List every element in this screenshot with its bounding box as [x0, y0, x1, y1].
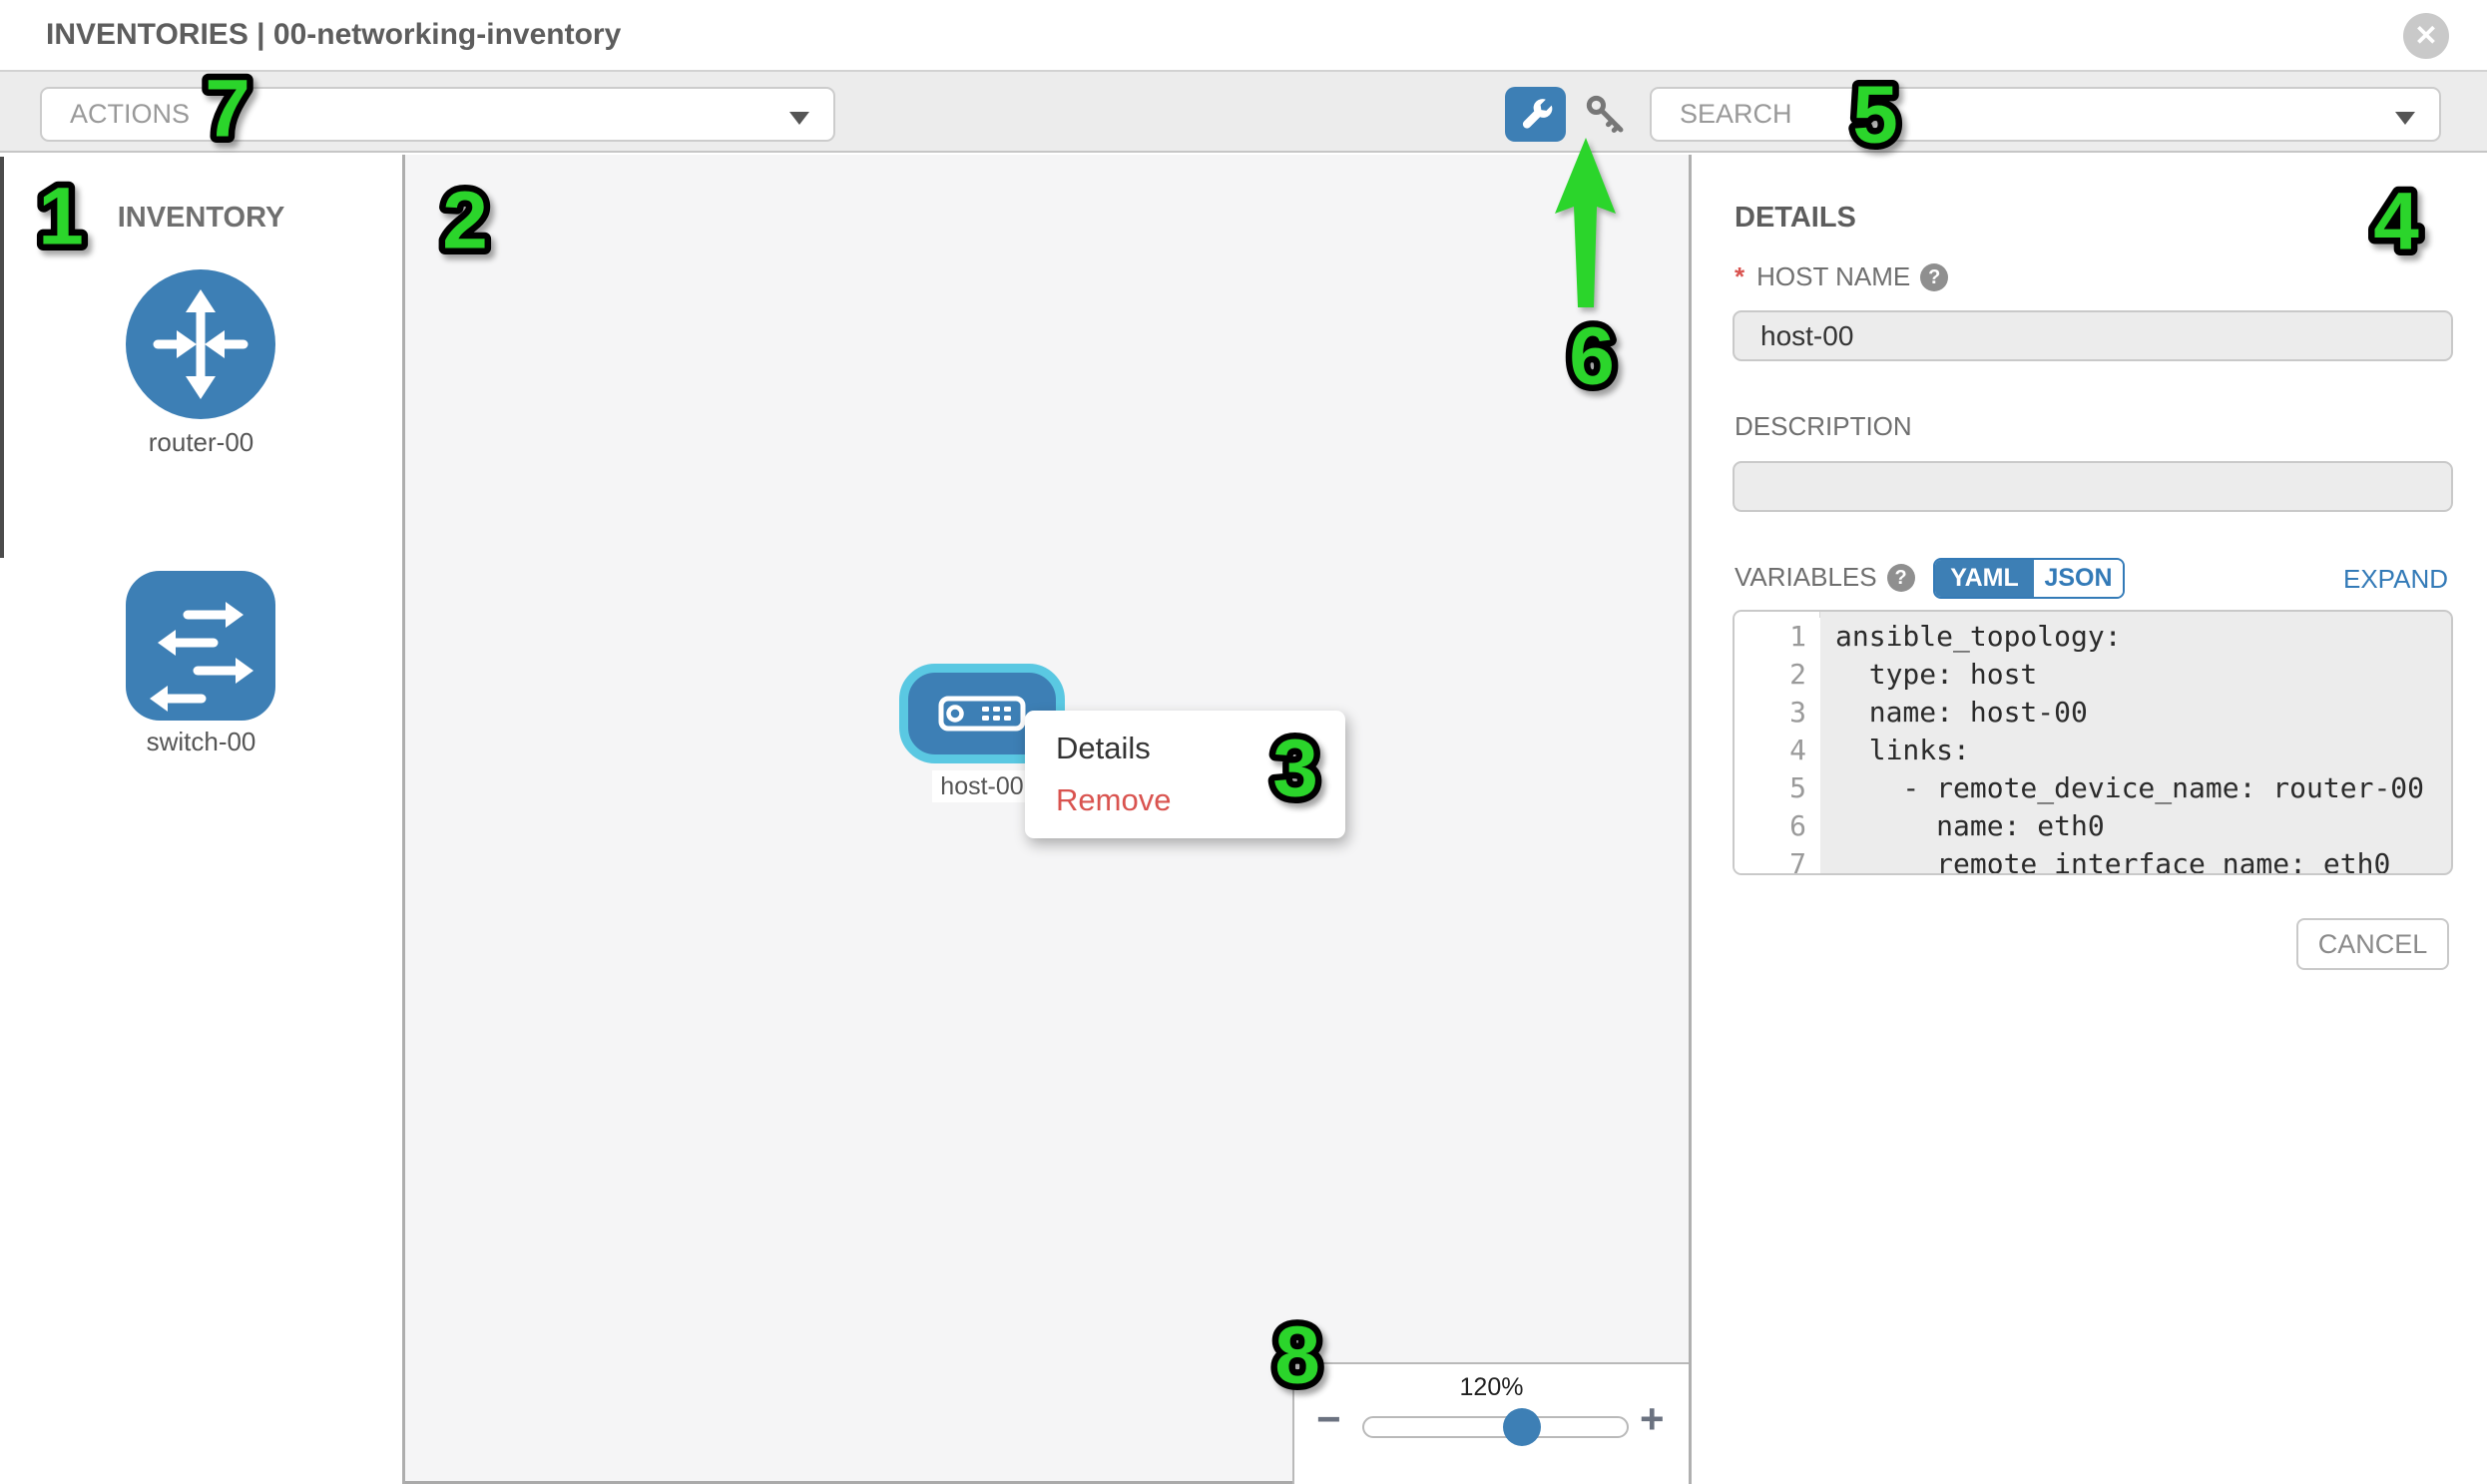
description-input[interactable]	[1733, 461, 2453, 512]
variables-format-toggle: YAML JSON	[1933, 558, 2125, 599]
help-icon[interactable]: ?	[1920, 262, 1949, 291]
zoom-slider-handle[interactable]	[1503, 1408, 1541, 1446]
details-heading: DETAILS	[1735, 202, 1856, 234]
key-icon	[1586, 95, 1624, 134]
topology-canvas[interactable]: host-00 Details Remove 120% − +	[405, 155, 1689, 1484]
line-code: remote_interface_name: eth0	[1835, 847, 2391, 875]
line-number: 7	[1735, 845, 1820, 873]
toolbar: ACTIONS SEARCH	[0, 72, 2487, 153]
switch-icon	[126, 571, 275, 721]
help-icon[interactable]: ?	[1886, 563, 1915, 592]
sidebar-heading: INVENTORY	[117, 202, 285, 234]
palette-item-label: switch-00	[146, 727, 256, 756]
palette-item-router[interactable]	[126, 269, 275, 419]
editor-line: 5 - remote_device_name: router-00	[1735, 769, 2451, 807]
line-code: type: host	[1835, 658, 2038, 691]
chevron-down-icon	[789, 112, 809, 125]
search-dropdown[interactable]: SEARCH	[1650, 87, 2441, 142]
line-number: 6	[1735, 807, 1820, 845]
line-number: 2	[1735, 656, 1820, 694]
host-name-input[interactable]: host-00	[1733, 310, 2453, 361]
yaml-toggle-button[interactable]: YAML	[1935, 560, 2034, 597]
actions-dropdown[interactable]: ACTIONS	[40, 87, 835, 142]
description-label: DESCRIPTION	[1735, 411, 1912, 441]
editor-line: 1 ansible_topology:	[1735, 618, 2451, 656]
menu-item-details[interactable]: Details	[1056, 731, 1151, 765]
line-code: name: eth0	[1835, 809, 2105, 842]
editor-line: 2 type: host	[1735, 656, 2451, 694]
line-number: 4	[1735, 732, 1820, 769]
header: INVENTORIES | 00-networking-inventory ✕	[0, 0, 2487, 72]
editor-line: 4 links:	[1735, 732, 2451, 769]
line-code: links:	[1835, 734, 1970, 766]
host-name-label: HOST NAME	[1756, 261, 1911, 291]
zoom-in-button[interactable]: +	[1640, 1395, 1665, 1442]
variables-label-row: VARIABLES ?	[1735, 562, 1915, 593]
expand-link[interactable]: EXPAND	[2343, 564, 2448, 594]
json-toggle-button[interactable]: JSON	[2034, 560, 2123, 597]
host-name-label-row: * HOST NAME ?	[1735, 261, 1949, 292]
editor-line: 7 remote_interface_name: eth0	[1735, 845, 2451, 875]
line-code: - remote_device_name: router-00	[1835, 771, 2425, 804]
actions-dropdown-label: ACTIONS	[70, 99, 191, 129]
zoom-out-button[interactable]: −	[1316, 1395, 1341, 1442]
search-dropdown-label: SEARCH	[1680, 99, 1792, 129]
wrench-icon	[1522, 98, 1552, 129]
line-number: 1	[1735, 618, 1820, 656]
inventory-sidebar: INVENTORY router-00	[0, 155, 405, 1484]
required-mark: *	[1735, 261, 1745, 291]
line-code: name: host-00	[1835, 696, 2088, 729]
close-icon[interactable]: ✕	[2403, 13, 2449, 59]
page-title: INVENTORIES | 00-networking-inventory	[46, 18, 622, 51]
editor-rows: 1 ansible_topology: 2 type: host 3 name: …	[1735, 612, 2451, 875]
host-icon	[938, 696, 1026, 732]
line-code: ansible_topology:	[1835, 620, 2122, 653]
zoom-slider-track[interactable]	[1362, 1416, 1629, 1438]
variables-label: VARIABLES	[1735, 562, 1877, 592]
editor-line: 3 name: host-00	[1735, 694, 2451, 732]
canvas-edge-line	[405, 1481, 1689, 1484]
key-button[interactable]	[1581, 90, 1631, 140]
toolkit-button[interactable]	[1505, 87, 1566, 142]
cancel-button[interactable]: CANCEL	[2296, 918, 2449, 970]
line-number: 5	[1735, 769, 1820, 807]
palette-item-label: router-00	[148, 427, 254, 457]
chevron-down-icon	[2395, 112, 2415, 125]
node-label: host-00	[932, 770, 1032, 802]
menu-item-remove[interactable]: Remove	[1056, 782, 1172, 817]
variables-editor[interactable]: 1 ansible_topology: 2 type: host 3 name: …	[1733, 610, 2453, 875]
sidebar-edge-line	[0, 157, 4, 558]
line-number: 3	[1735, 694, 1820, 732]
zoom-percent: 120%	[1459, 1373, 1524, 1401]
description-label-row: DESCRIPTION	[1735, 411, 1912, 442]
details-panel: DETAILS * HOST NAME ? host-00 DESCRIPTIO…	[1689, 155, 2487, 1484]
node-context-menu: Details Remove	[1025, 711, 1345, 838]
zoom-control: 120% − +	[1292, 1362, 1689, 1484]
palette-item-switch[interactable]	[126, 571, 275, 721]
editor-line: 6 name: eth0	[1735, 807, 2451, 845]
router-icon	[126, 269, 275, 419]
